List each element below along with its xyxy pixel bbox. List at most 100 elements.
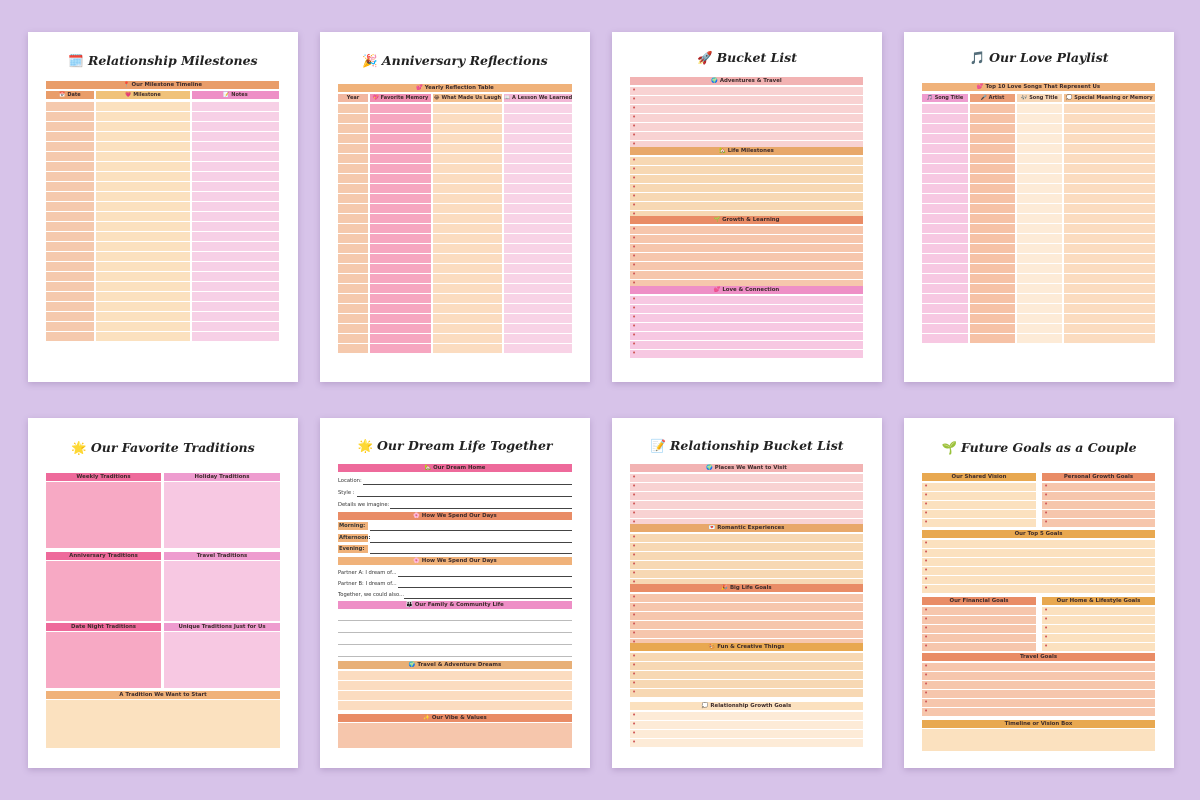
table-row[interactable] bbox=[338, 244, 368, 253]
list-item[interactable] bbox=[630, 279, 863, 288]
table-row[interactable] bbox=[338, 691, 572, 700]
table-row[interactable] bbox=[1064, 304, 1155, 313]
table-row[interactable] bbox=[1017, 174, 1062, 183]
list-item[interactable] bbox=[630, 261, 863, 270]
table-row[interactable] bbox=[922, 154, 968, 163]
list-item[interactable] bbox=[630, 661, 863, 670]
table-row[interactable] bbox=[46, 292, 94, 301]
line-together[interactable] bbox=[404, 598, 572, 599]
table-row[interactable] bbox=[370, 234, 431, 243]
table-row[interactable] bbox=[970, 144, 1015, 153]
table-row[interactable] bbox=[46, 132, 94, 141]
table-row[interactable] bbox=[192, 232, 279, 241]
table-row[interactable] bbox=[970, 224, 1015, 233]
table-row[interactable] bbox=[96, 182, 190, 191]
table-row[interactable] bbox=[338, 254, 368, 263]
list-item[interactable] bbox=[1042, 500, 1155, 509]
table-row[interactable] bbox=[1017, 264, 1062, 273]
table-row[interactable] bbox=[433, 344, 502, 353]
table-row[interactable] bbox=[504, 104, 572, 113]
table-row[interactable] bbox=[504, 184, 572, 193]
table-row[interactable] bbox=[96, 202, 190, 211]
table-row[interactable] bbox=[96, 102, 190, 111]
table-row[interactable] bbox=[504, 214, 572, 223]
table-row[interactable] bbox=[1017, 304, 1062, 313]
table-row[interactable] bbox=[1017, 214, 1062, 223]
table-row[interactable] bbox=[338, 324, 368, 333]
table-row[interactable] bbox=[970, 204, 1015, 213]
table-row[interactable] bbox=[192, 262, 279, 271]
table-row[interactable] bbox=[46, 212, 94, 221]
table-row[interactable] bbox=[1017, 124, 1062, 133]
table-row[interactable] bbox=[96, 322, 190, 331]
table-row[interactable] bbox=[370, 224, 431, 233]
list-item[interactable] bbox=[922, 509, 1036, 518]
table-row[interactable] bbox=[922, 234, 968, 243]
table-row[interactable] bbox=[1017, 184, 1062, 193]
table-row[interactable] bbox=[433, 274, 502, 283]
table-row[interactable] bbox=[96, 292, 190, 301]
table-row[interactable] bbox=[192, 202, 279, 211]
table-row[interactable] bbox=[433, 114, 502, 123]
table-row[interactable] bbox=[192, 142, 279, 151]
list-item[interactable] bbox=[630, 720, 863, 729]
table-row[interactable] bbox=[96, 122, 190, 131]
list-item[interactable] bbox=[1042, 491, 1155, 500]
table-row[interactable] bbox=[46, 262, 94, 271]
list-item[interactable] bbox=[630, 210, 863, 219]
list-item[interactable] bbox=[630, 140, 863, 149]
table-row[interactable] bbox=[338, 284, 368, 293]
table-row[interactable] bbox=[46, 182, 94, 191]
line-style[interactable] bbox=[357, 496, 572, 497]
table-row[interactable] bbox=[338, 174, 368, 183]
table-row[interactable] bbox=[96, 212, 190, 221]
table-row[interactable] bbox=[1064, 254, 1155, 263]
table-row[interactable] bbox=[192, 122, 279, 131]
family-line-2[interactable] bbox=[338, 632, 572, 633]
table-row[interactable] bbox=[1064, 244, 1155, 253]
list-item[interactable] bbox=[1042, 482, 1155, 491]
table-row[interactable] bbox=[1064, 114, 1155, 123]
list-item[interactable] bbox=[630, 340, 863, 349]
table-row[interactable] bbox=[970, 124, 1015, 133]
list-item[interactable] bbox=[630, 533, 863, 542]
table-row[interactable] bbox=[922, 254, 968, 263]
table-row[interactable] bbox=[192, 172, 279, 181]
table-row[interactable] bbox=[922, 324, 968, 333]
table-row[interactable] bbox=[46, 192, 94, 201]
table-row[interactable] bbox=[370, 344, 431, 353]
table-row[interactable] bbox=[1017, 104, 1062, 113]
table-row[interactable] bbox=[970, 314, 1015, 323]
table-row[interactable] bbox=[192, 132, 279, 141]
list-item[interactable] bbox=[630, 234, 863, 243]
table-row[interactable] bbox=[970, 164, 1015, 173]
table-row[interactable] bbox=[970, 324, 1015, 333]
line-morning[interactable] bbox=[370, 530, 572, 531]
table-row[interactable] bbox=[433, 294, 502, 303]
table-row[interactable] bbox=[96, 272, 190, 281]
table-row[interactable] bbox=[1064, 154, 1155, 163]
list-item[interactable] bbox=[630, 313, 863, 322]
table-row[interactable] bbox=[1064, 174, 1155, 183]
table-row[interactable] bbox=[1017, 284, 1062, 293]
list-item[interactable] bbox=[922, 557, 1155, 566]
table-row[interactable] bbox=[1017, 234, 1062, 243]
table-row[interactable] bbox=[370, 264, 431, 273]
list-item[interactable] bbox=[630, 491, 863, 500]
table-row[interactable] bbox=[433, 194, 502, 203]
table-row[interactable] bbox=[338, 194, 368, 203]
list-item[interactable] bbox=[630, 322, 863, 331]
table-row[interactable] bbox=[370, 184, 431, 193]
table-row[interactable] bbox=[970, 264, 1015, 273]
list-item[interactable] bbox=[922, 662, 1155, 671]
table-row[interactable] bbox=[46, 172, 94, 181]
table-row[interactable] bbox=[1017, 294, 1062, 303]
list-item[interactable] bbox=[922, 633, 1036, 642]
table-row[interactable] bbox=[504, 324, 572, 333]
table-row[interactable] bbox=[1017, 164, 1062, 173]
table-row[interactable] bbox=[433, 144, 502, 153]
table-row[interactable] bbox=[192, 112, 279, 121]
table-row[interactable] bbox=[370, 324, 431, 333]
table-row[interactable] bbox=[1017, 334, 1062, 343]
table-row[interactable] bbox=[922, 174, 968, 183]
